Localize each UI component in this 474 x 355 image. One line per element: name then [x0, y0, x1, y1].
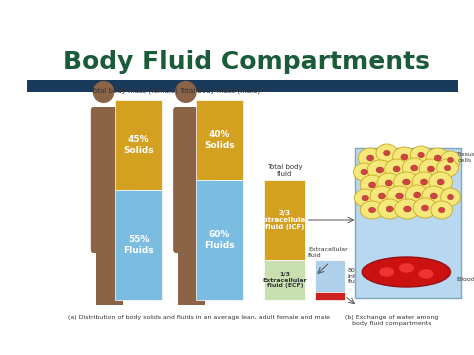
Ellipse shape — [376, 144, 398, 162]
Ellipse shape — [428, 166, 434, 172]
Ellipse shape — [387, 186, 412, 206]
Text: 55%
Fluids: 55% Fluids — [124, 235, 154, 255]
Ellipse shape — [438, 207, 445, 213]
Ellipse shape — [369, 207, 375, 213]
Bar — [315, 260, 345, 292]
Ellipse shape — [420, 179, 428, 185]
Ellipse shape — [447, 157, 454, 163]
Text: Body Fluid Compartments: Body Fluid Compartments — [64, 50, 430, 74]
Text: 1/3
Extracellular
fluid (ECF): 1/3 Extracellular fluid (ECF) — [263, 272, 307, 288]
Ellipse shape — [410, 165, 418, 171]
Ellipse shape — [418, 269, 434, 279]
Ellipse shape — [175, 81, 197, 103]
Ellipse shape — [93, 81, 114, 103]
Ellipse shape — [402, 158, 426, 178]
Ellipse shape — [405, 185, 429, 205]
Ellipse shape — [378, 199, 401, 219]
Ellipse shape — [395, 199, 420, 219]
Ellipse shape — [392, 147, 416, 167]
Ellipse shape — [447, 194, 454, 200]
Ellipse shape — [358, 148, 382, 168]
Text: 60%
Fluids: 60% Fluids — [204, 230, 235, 250]
Ellipse shape — [421, 205, 428, 211]
Ellipse shape — [402, 179, 410, 185]
Text: Total body
fluid: Total body fluid — [267, 164, 303, 177]
Text: Tissue
cells: Tissue cells — [457, 152, 474, 163]
FancyBboxPatch shape — [91, 107, 126, 253]
Ellipse shape — [441, 151, 460, 169]
Ellipse shape — [393, 166, 400, 172]
Ellipse shape — [399, 263, 414, 273]
Ellipse shape — [429, 172, 453, 192]
Bar — [115, 190, 163, 300]
Ellipse shape — [414, 192, 421, 198]
Ellipse shape — [379, 267, 395, 277]
Ellipse shape — [362, 195, 368, 201]
Ellipse shape — [355, 189, 376, 207]
Ellipse shape — [360, 175, 384, 195]
Bar — [196, 180, 243, 300]
Ellipse shape — [410, 146, 432, 164]
Bar — [196, 100, 243, 180]
Bar — [178, 245, 206, 305]
Ellipse shape — [437, 179, 444, 185]
Ellipse shape — [385, 159, 408, 179]
Ellipse shape — [370, 186, 393, 206]
Ellipse shape — [430, 193, 438, 199]
Bar — [356, 148, 461, 298]
Ellipse shape — [354, 163, 375, 181]
Ellipse shape — [369, 182, 375, 188]
Ellipse shape — [434, 155, 441, 161]
Ellipse shape — [419, 159, 443, 179]
Text: (a) Distribution of body solids and fluids in an average lean, adult female and : (a) Distribution of body solids and flui… — [68, 315, 330, 320]
Ellipse shape — [431, 201, 453, 219]
Ellipse shape — [441, 188, 460, 206]
Ellipse shape — [418, 152, 424, 158]
Ellipse shape — [426, 148, 449, 168]
Text: 2/3
Intracellular
fluid (ICF): 2/3 Intracellular fluid (ICF) — [261, 210, 309, 230]
Ellipse shape — [403, 206, 411, 212]
Text: Total body mass (male): Total body mass (male) — [179, 87, 260, 94]
Bar — [264, 180, 305, 260]
Ellipse shape — [396, 193, 403, 199]
Ellipse shape — [360, 201, 384, 219]
Ellipse shape — [386, 206, 393, 212]
Ellipse shape — [377, 173, 401, 193]
Bar — [96, 245, 123, 305]
Text: (b) Exchange of water among
body fluid compartments: (b) Exchange of water among body fluid c… — [345, 315, 438, 326]
Ellipse shape — [422, 186, 446, 206]
Ellipse shape — [366, 155, 374, 161]
FancyBboxPatch shape — [173, 107, 209, 253]
Ellipse shape — [383, 150, 390, 156]
Text: 80%
Interstitial
fluid: 80% Interstitial fluid — [347, 268, 380, 284]
Bar — [127, 115, 137, 205]
Ellipse shape — [378, 193, 385, 199]
Ellipse shape — [376, 167, 384, 173]
Ellipse shape — [437, 159, 458, 177]
Ellipse shape — [367, 160, 392, 180]
Ellipse shape — [362, 257, 450, 287]
Text: Blood capillary: Blood capillary — [457, 278, 474, 283]
Ellipse shape — [393, 172, 419, 192]
Bar — [209, 115, 218, 205]
Bar — [264, 260, 305, 300]
Ellipse shape — [361, 169, 367, 175]
Ellipse shape — [444, 165, 451, 171]
Ellipse shape — [412, 172, 436, 192]
Ellipse shape — [413, 198, 437, 218]
Ellipse shape — [385, 180, 392, 186]
Bar — [27, 80, 458, 92]
Bar — [115, 100, 163, 190]
Bar — [315, 292, 345, 300]
Text: 40%
Solids: 40% Solids — [204, 130, 235, 150]
Ellipse shape — [401, 154, 408, 160]
Text: Total body mass (female): Total body mass (female) — [90, 87, 178, 94]
Text: 45%
Solids: 45% Solids — [124, 135, 154, 155]
Text: Extracellular
fluid: Extracellular fluid — [309, 247, 348, 258]
